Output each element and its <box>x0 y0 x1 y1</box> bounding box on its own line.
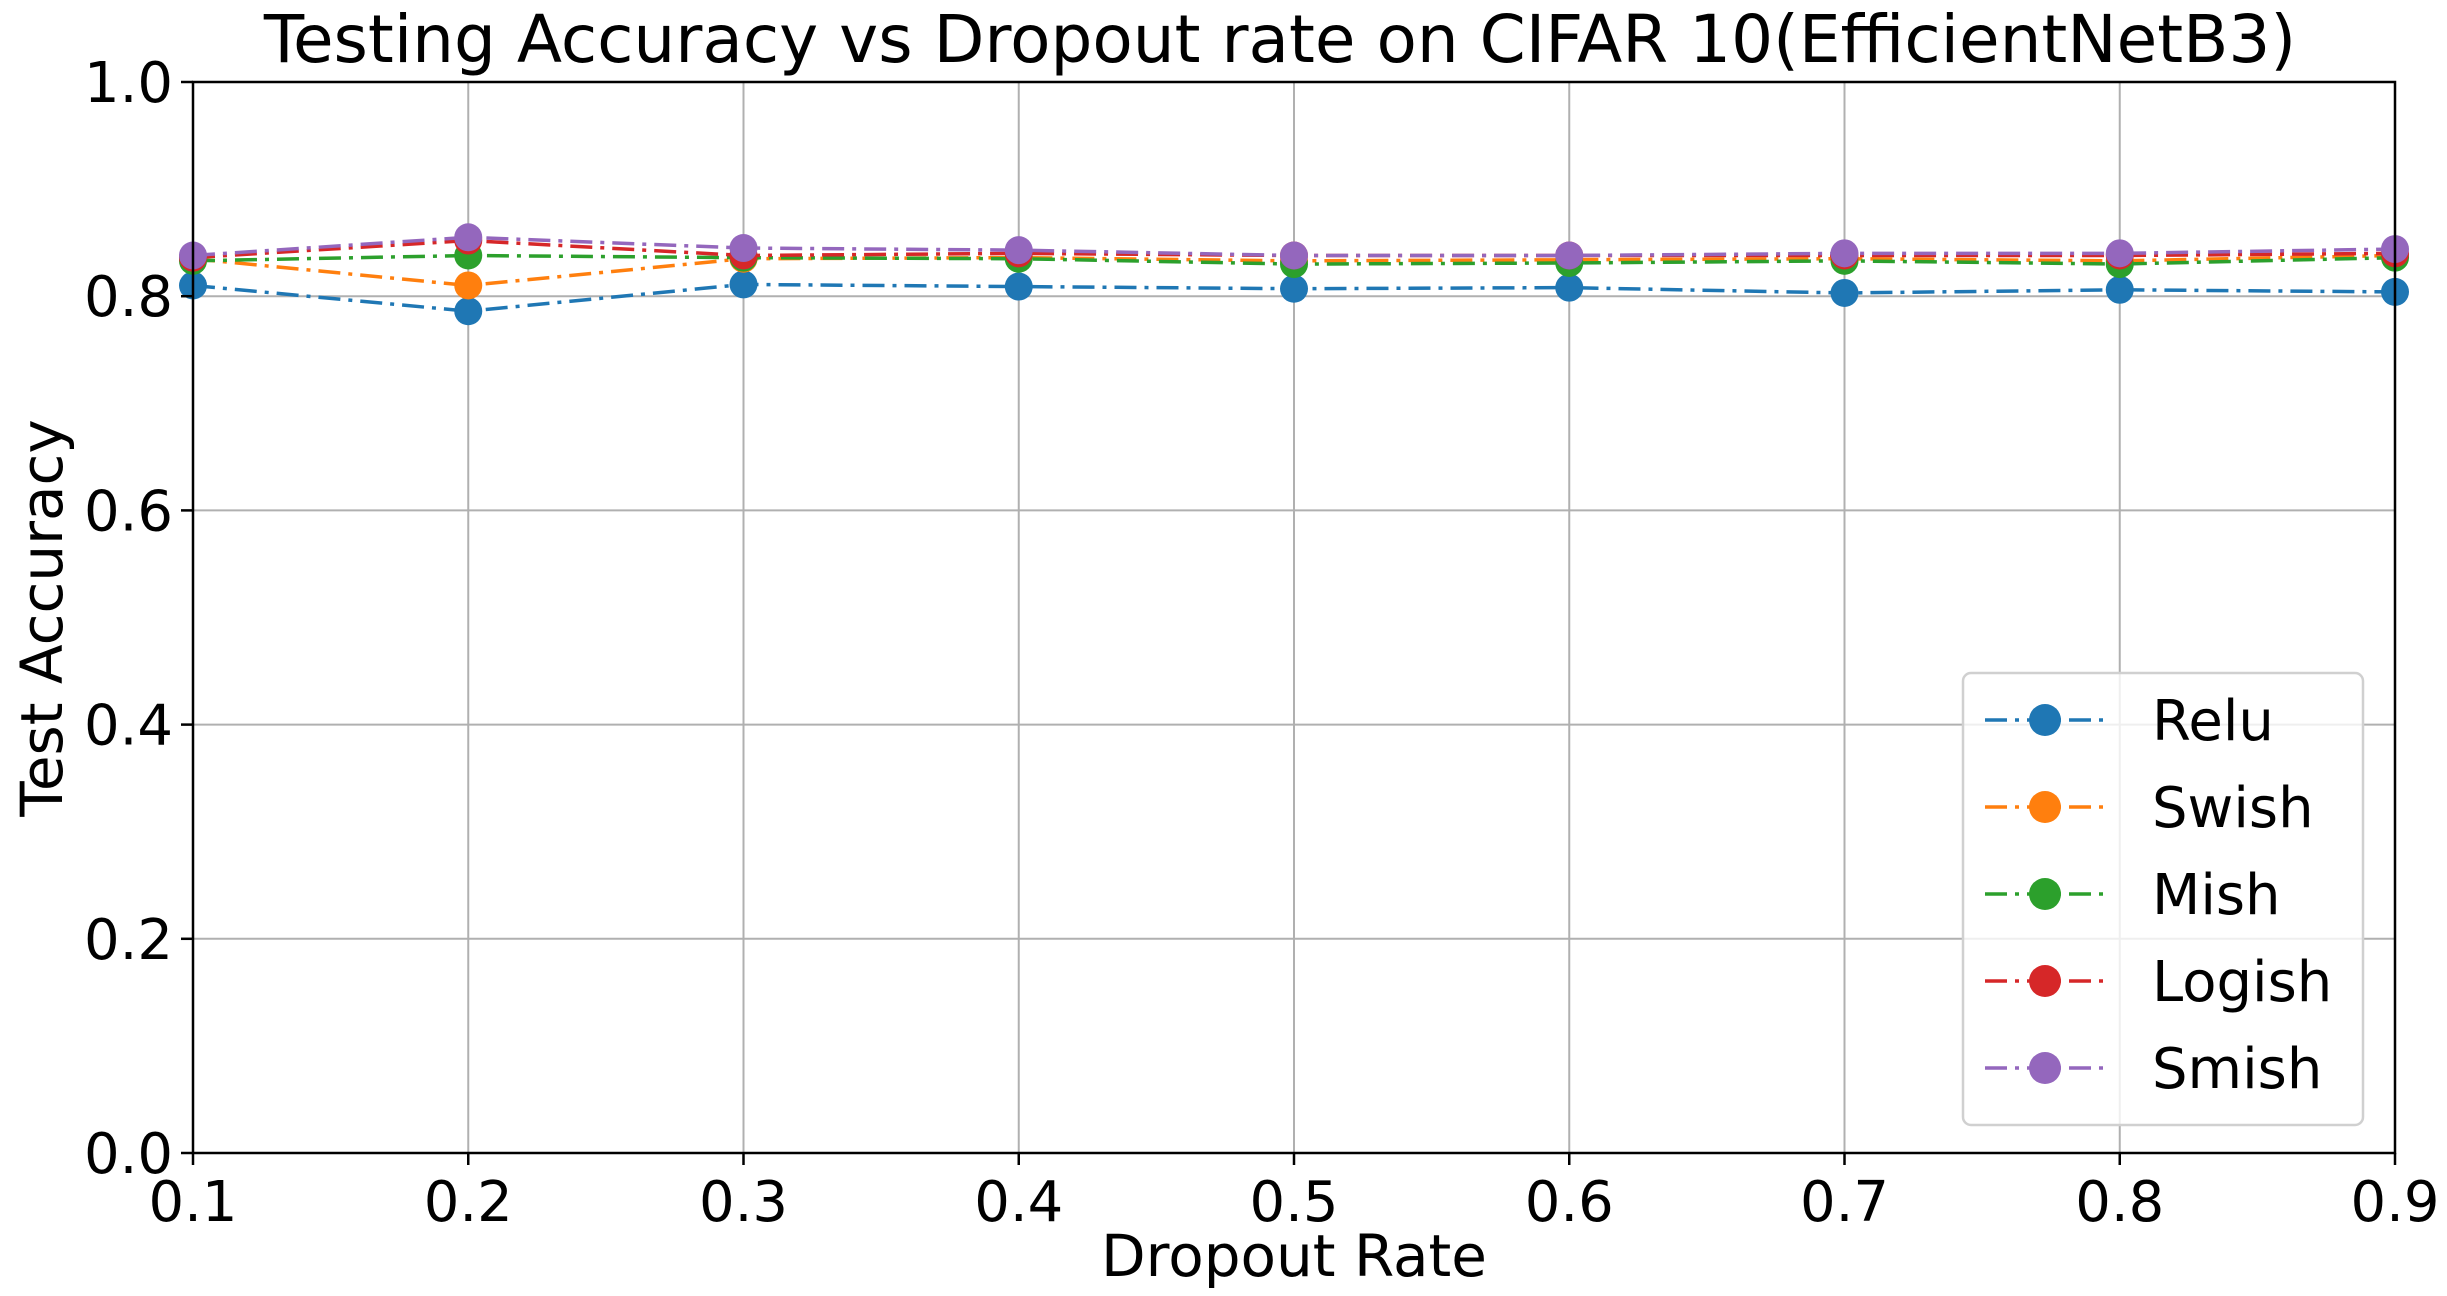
legend-marker-relu <box>2029 704 2061 736</box>
x-tick-label: 0.4 <box>974 1170 1063 1235</box>
legend-marker-swish <box>2029 791 2061 823</box>
x-tick-label: 0.1 <box>148 1170 237 1235</box>
x-tick-label: 0.8 <box>2075 1170 2164 1235</box>
y-tick-label: 0.2 <box>84 908 173 973</box>
data-point-swish <box>454 271 483 300</box>
data-point-smish <box>2105 239 2134 268</box>
x-tick-label: 0.9 <box>2350 1170 2439 1235</box>
legend-item-smish: Smish <box>1985 1037 2322 1102</box>
data-point-relu <box>2105 275 2134 304</box>
y-axis-label: Test Accuracy <box>8 419 76 817</box>
x-axis-label: Dropout Rate <box>1101 1222 1487 1290</box>
data-point-relu <box>1555 273 1584 302</box>
legend-label-relu: Relu <box>2152 689 2274 754</box>
series-layer <box>179 223 2409 326</box>
y-tick-label: 0.8 <box>84 265 173 330</box>
chart-title: Testing Accuracy vs Dropout rate on CIFA… <box>263 1 2296 78</box>
legend-marker-logish <box>2029 965 2061 997</box>
x-tick-label: 0.3 <box>699 1170 788 1235</box>
data-point-smish <box>454 223 483 252</box>
data-point-smish <box>1280 241 1308 270</box>
data-point-relu <box>1004 272 1033 301</box>
y-tick-label: 0.6 <box>84 479 173 544</box>
y-tick-label: 0.0 <box>84 1122 173 1187</box>
axis-ticks: 0.1 0.2 0.3 0.4 0.5 0.6 0.7 0.8 0.9 0.0 0.2 0.4 0.6 0… <box>84 51 2440 1235</box>
legend-label-logish: Logish <box>2152 950 2332 1015</box>
x-tick-label: 0.7 <box>1800 1170 1889 1235</box>
x-tick-label: 0.6 <box>1525 1170 1614 1235</box>
y-tick-label: 0.4 <box>84 694 173 759</box>
data-point-smish <box>1830 239 1859 268</box>
legend-label-smish: Smish <box>2152 1037 2322 1102</box>
series-smish <box>179 223 2409 270</box>
series-relu <box>179 270 2409 326</box>
legend-item-mish: Mish <box>1985 863 2281 928</box>
legend-marker-mish <box>2029 878 2061 910</box>
legend: Relu Swish Mish Logish Smish <box>1961 671 2365 1127</box>
data-point-smish <box>1555 241 1584 270</box>
data-point-relu <box>729 270 758 299</box>
legend-item-swish: Swish <box>1985 776 2314 841</box>
legend-label-swish: Swish <box>2152 776 2314 841</box>
legend-box <box>1961 671 2365 1127</box>
legend-marker-smish <box>2029 1052 2061 1084</box>
y-tick-label: 1.0 <box>84 51 173 116</box>
data-point-relu <box>1280 274 1308 303</box>
data-point-smish <box>1004 236 1033 265</box>
data-point-relu <box>454 297 483 326</box>
x-tick-label: 0.2 <box>424 1170 513 1235</box>
data-point-smish <box>729 234 758 263</box>
data-point-relu <box>1830 278 1859 307</box>
x-tick-label: 0.5 <box>1249 1170 1338 1235</box>
legend-item-relu: Relu <box>1985 689 2274 754</box>
legend-label-mish: Mish <box>2152 863 2281 928</box>
legend-item-logish: Logish <box>1985 950 2332 1015</box>
